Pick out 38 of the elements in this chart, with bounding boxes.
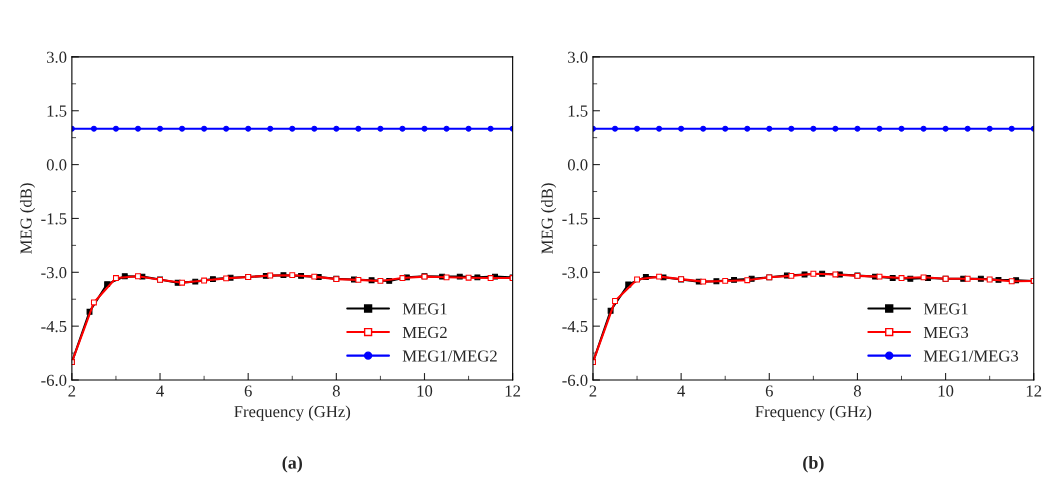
x-tick-label: 2: [68, 385, 76, 397]
legend-label: MEG2: [402, 326, 447, 339]
x-tick-label: 4: [677, 385, 686, 397]
y-axis-title: MEG (dB): [541, 183, 557, 254]
y-tick-label: -1.5: [562, 213, 588, 225]
x-tick-label: 6: [244, 385, 252, 397]
x-tick-label: 12: [505, 385, 521, 397]
y-tick-label: -3.0: [562, 267, 588, 279]
y-tick-label: 1.5: [568, 105, 588, 117]
y-tick-label: -6.0: [41, 374, 67, 387]
y-tick-label: -1.5: [41, 213, 67, 225]
x-axis-title: Frequency (GHz): [234, 405, 351, 421]
legend-label: MEG1/MEG3: [923, 350, 1019, 362]
y-tick-label: -6.0: [562, 374, 588, 387]
y-tick-label: 0.0: [567, 159, 588, 171]
legend-label: MEG1/MEG2: [402, 350, 497, 362]
y-tick-label: -4.5: [562, 320, 588, 333]
y-tick-label: -3.0: [41, 267, 67, 279]
x-tick-label: 6: [765, 385, 773, 397]
x-tick-label: 10: [417, 385, 433, 397]
x-tick-label: 2: [589, 385, 597, 397]
y-tick-label: 3.0: [568, 51, 588, 63]
text: (a): [282, 456, 302, 473]
y-tick-label: 3.0: [46, 51, 67, 63]
x-tick-label: 12: [1026, 385, 1042, 397]
x-tick-label: 8: [853, 385, 861, 397]
y-tick-label: -4.5: [41, 320, 67, 333]
legend-label: MEG1: [923, 303, 968, 315]
legend-label: MEG3: [923, 326, 969, 339]
y-tick-label: 0.0: [46, 159, 67, 171]
text: (b): [803, 456, 824, 473]
x-tick-label: 8: [332, 385, 340, 397]
x-axis-title: Frequency (GHz): [755, 405, 872, 421]
legend-label: MEG1: [402, 303, 447, 315]
x-tick-label: 4: [156, 385, 164, 397]
y-tick-label: 1.5: [47, 105, 67, 117]
x-tick-label: 10: [938, 385, 954, 397]
y-axis-title: MEG (dB): [19, 183, 36, 254]
